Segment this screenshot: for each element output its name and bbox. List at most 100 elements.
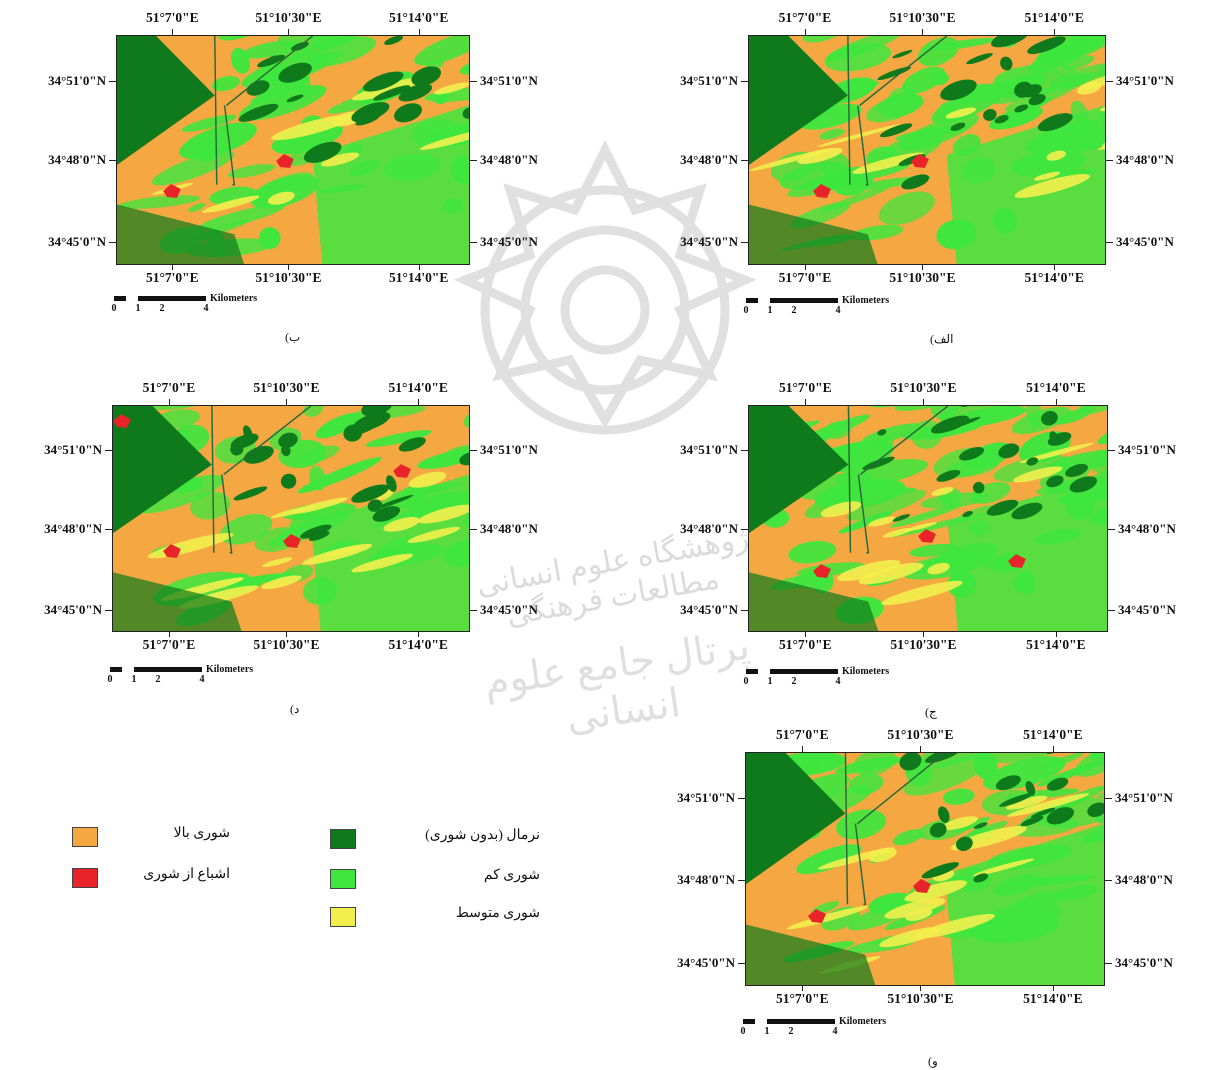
scale-bar-number: 2 — [159, 303, 165, 314]
tick-mark — [469, 528, 477, 530]
tick-mark — [418, 631, 420, 637]
scale-bar-segment — [782, 298, 838, 303]
tick-mark — [1052, 746, 1054, 752]
scale-bar-number: 0 — [111, 303, 117, 314]
scale-bar-number: 2 — [791, 676, 797, 687]
map-raster-svg — [746, 753, 1104, 985]
tick-mark — [109, 242, 116, 244]
scale-bar-number: 1 — [767, 305, 773, 316]
map-top-tick-label: 51°10'30"E — [890, 380, 957, 395]
tick-mark — [1055, 631, 1057, 637]
scale-bar-segment — [779, 1019, 835, 1024]
map-left-tick-label: 34°48'0"N — [48, 152, 106, 168]
map-top-tick-label: 51°10'30"E — [255, 10, 322, 25]
map-right-tick-label: 34°51'0"N — [480, 72, 538, 88]
tick-mark — [741, 80, 748, 82]
tick-mark — [469, 450, 477, 451]
map-bottom-tick-label: 51°10'30"E — [253, 637, 320, 652]
tick-mark — [738, 963, 745, 965]
map-left-tick-label: 34°51'0"N — [677, 790, 735, 806]
map-left-tick-label: 34°51'0"N — [680, 442, 738, 457]
map-right-tick-label: 34°45'0"N — [480, 234, 538, 250]
scale-bar-segment — [122, 667, 134, 672]
map-bottom-tick-label: 51°10'30"E — [255, 270, 322, 285]
map-raster — [748, 405, 1108, 632]
tick-mark — [109, 160, 116, 162]
map-left-tick-label: 34°45'0"N — [48, 234, 106, 250]
scale-bar-number: 0 — [107, 674, 113, 685]
scale-bar-segment — [770, 669, 782, 674]
map-top-tick-label: 51°14'0"E — [389, 10, 449, 25]
scale-bar-unit: Kilometers — [842, 295, 890, 306]
map-left-tick-label: 34°48'0"N — [44, 520, 102, 536]
scale-bar-number: 4 — [832, 1026, 838, 1037]
tick-mark — [1055, 399, 1057, 405]
map-left-tick-label: 34°45'0"N — [680, 601, 738, 617]
tick-mark — [922, 29, 924, 35]
scale-bar-number: 4 — [203, 303, 209, 314]
legend-label-low-salinity: شوری کم — [483, 868, 540, 883]
tick-mark — [1107, 528, 1115, 530]
tick-mark — [741, 528, 748, 530]
tick-mark — [1107, 609, 1115, 611]
tick-mark — [1107, 450, 1115, 451]
scale-bar-segment — [743, 1019, 755, 1024]
tick-mark — [168, 631, 170, 637]
tick-mark — [469, 242, 477, 244]
map-left-tick-label: 34°51'0"N — [44, 442, 102, 457]
map-left-tick-label: 34°48'0"N — [680, 520, 738, 536]
scale-bar-segment — [150, 296, 206, 301]
map-raster-svg — [117, 36, 469, 264]
scale-bar-segment — [134, 667, 146, 672]
scale-bar-segment — [138, 296, 150, 301]
tick-mark — [1104, 879, 1112, 881]
scale-bar-number: 1 — [135, 303, 141, 314]
map-top-tick-label: 51°7'0"E — [145, 10, 199, 25]
map-top-tick-label: 51°7'0"E — [775, 727, 829, 742]
tick-mark — [804, 29, 806, 35]
tick-mark — [741, 160, 748, 162]
map-right-tick-label: 34°51'0"N — [1115, 790, 1173, 806]
tick-mark — [1052, 985, 1054, 991]
legend-swatch-high-salinity — [72, 827, 98, 847]
scale-bar-number: 0 — [740, 1026, 746, 1037]
tick-mark — [923, 631, 925, 637]
map-top-tick-label: 51°10'30"E — [253, 380, 320, 395]
tick-mark — [802, 985, 804, 991]
map-top-tick-label: 51°7'0"E — [142, 380, 196, 395]
tick-mark — [418, 264, 420, 270]
scale-bar-segment — [770, 298, 782, 303]
tick-mark — [738, 879, 745, 881]
map-bottom-tick-label: 51°14'0"E — [1024, 270, 1084, 285]
tick-mark — [805, 631, 807, 637]
tick-mark — [105, 450, 112, 451]
tick-mark — [418, 399, 420, 405]
scale-bar-segment — [146, 667, 202, 672]
tick-mark — [105, 609, 112, 611]
tick-mark — [741, 242, 748, 244]
tick-mark — [168, 399, 170, 405]
map-right-tick-label: 34°48'0"N — [1118, 520, 1176, 536]
map-left-tick-label: 34°48'0"N — [680, 152, 738, 168]
scale-bar-number: 2 — [791, 305, 797, 316]
tick-mark — [922, 264, 924, 270]
map-bottom-tick-label: 51°14'0"E — [1026, 637, 1086, 652]
tick-mark — [741, 609, 748, 611]
map-raster-svg — [749, 406, 1107, 631]
tick-mark — [1104, 798, 1112, 800]
tick-mark — [109, 80, 116, 82]
map-right-tick-label: 34°48'0"N — [1115, 871, 1173, 887]
scale-bar-segment — [110, 667, 122, 672]
scale-bar-number: 1 — [131, 674, 137, 685]
tick-mark — [804, 264, 806, 270]
legend-label-normal: نرمال (بدون شوری) — [425, 828, 540, 843]
tick-mark — [1054, 29, 1056, 35]
scale-bar-number: 2 — [155, 674, 161, 685]
tick-mark — [805, 399, 807, 405]
map-bottom-tick-label: 51°7'0"E — [778, 270, 832, 285]
map-top-tick-label: 51°14'0"E — [1026, 380, 1086, 395]
map-bottom-tick-label: 51°14'0"E — [1023, 991, 1083, 1006]
map-left-tick-label: 34°45'0"N — [677, 955, 735, 971]
map-bottom-tick-label: 51°7'0"E — [775, 991, 829, 1006]
tick-mark — [1105, 242, 1113, 244]
